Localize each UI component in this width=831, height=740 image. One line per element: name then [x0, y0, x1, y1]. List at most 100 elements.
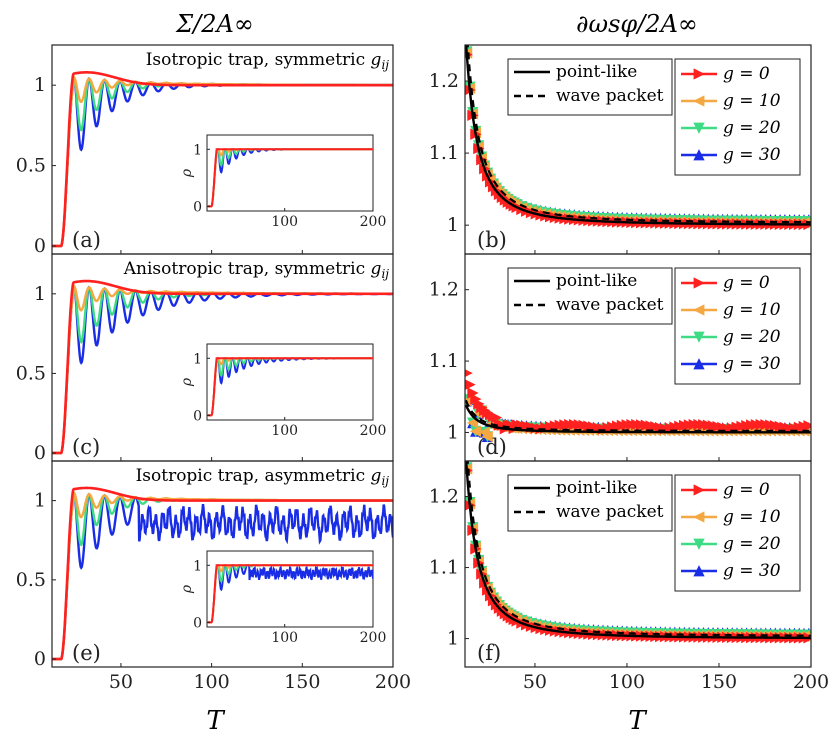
right-panel-0: 1 1.1 1.2 (b) point-like wave packet g = 0 g = … [429, 45, 811, 252]
marker-up [693, 565, 705, 577]
inset-series-3 [207, 564, 373, 624]
ytick-label: 0 [34, 442, 46, 464]
panel-label: (b) [477, 228, 507, 252]
series-line-g30 [52, 492, 393, 661]
marker-left [481, 430, 493, 443]
marker-right [490, 412, 503, 424]
column-title-right: ∂ωsφ/2A∞ [576, 10, 698, 38]
inset-series-0 [207, 564, 373, 624]
legend-g-label: g = 20 [723, 534, 781, 554]
annot-sub: ij [381, 267, 389, 281]
x-axis-label-right: T [628, 706, 647, 736]
marker-right [693, 68, 705, 80]
legend-g-label: g = 10 [723, 91, 781, 111]
marker-down [693, 538, 705, 550]
ytick-label: 1 [34, 74, 46, 96]
marker-right [693, 484, 705, 496]
right-2-xtick-label-50: 50 [523, 671, 547, 693]
panel-label: (d) [477, 435, 507, 459]
left-lines-2 [52, 486, 393, 661]
left-lines-0 [52, 71, 393, 248]
inset-ytick-label: 0 [193, 199, 202, 215]
inset-ytick-label: 1 [193, 351, 202, 367]
legend-models-box [507, 474, 673, 532]
ytick-label: 0 [34, 648, 46, 670]
ytick-label: 1 [34, 490, 46, 512]
inset-series-3 [207, 357, 373, 417]
left-frame-2 [51, 460, 394, 668]
annot-g: g [371, 466, 382, 486]
column-title-left: Σ/2A∞ [175, 10, 254, 38]
legend-models-box [507, 58, 673, 116]
marker-up [693, 358, 705, 370]
marker-down [693, 122, 705, 134]
inset-ytick-label: 0 [193, 408, 202, 424]
right-lines-2 [465, 461, 811, 644]
legend-model-label: wave packet [556, 86, 664, 106]
inset-lines [207, 148, 373, 208]
legend-model-label: point-like [556, 271, 637, 291]
marker-right [465, 369, 473, 377]
inset-lines [207, 357, 373, 417]
legend-model-label: point-like [556, 478, 637, 498]
inset-xtick-label: 100 [271, 214, 298, 230]
ytick-label: 1 [447, 421, 459, 443]
inset-xtick-label: 200 [360, 630, 387, 646]
ytick-label: 0.5 [16, 155, 46, 177]
inset-box [206, 343, 374, 421]
annot-sub: ij [381, 474, 389, 488]
legend-g-label: g = 0 [723, 480, 770, 500]
marker-right [465, 379, 476, 391]
inset-ylabel: ρ [179, 377, 195, 387]
left-panel-2: 0 0.5 1 Isotropic trap, asymmetric gij (e) 0 1… [16, 466, 393, 670]
left-2-xtick-label-150: 150 [284, 671, 320, 693]
ytick-label: 1 [447, 628, 459, 650]
marker-left [693, 95, 705, 107]
left-lines-1 [52, 279, 393, 455]
right-lines-1 [465, 369, 811, 443]
legend-g-label: g = 10 [723, 300, 781, 320]
legend-models-box [507, 267, 673, 325]
panel-label: (c) [72, 435, 100, 459]
right-2-xtick-label-150: 150 [701, 671, 737, 693]
point-like-line [465, 461, 811, 640]
right-panel-1: 1 1.1 1.2 (d) point-like wave packet g = 0 g = … [429, 267, 811, 459]
inset-box [206, 134, 374, 212]
inset-xtick-label: 100 [271, 630, 298, 646]
right-2-xtick-label-100: 100 [609, 671, 645, 693]
legend-model-label: point-like [556, 62, 637, 82]
legend-model-label: wave packet [556, 502, 664, 522]
inset-ylabel: ρ [179, 584, 195, 594]
ytick-label: 1.2 [429, 486, 459, 508]
x-axis-label-left: T [206, 706, 225, 736]
right-2-xtick-label-200: 200 [793, 671, 829, 693]
legend-g-label: g = 0 [723, 273, 770, 293]
legend-g-label: g = 30 [723, 145, 781, 165]
ytick-label: 1 [34, 283, 46, 305]
inset-box [206, 550, 374, 628]
legend-g-label: g = 10 [723, 507, 781, 527]
panel-label: (e) [72, 641, 101, 665]
point-like-line [465, 404, 811, 434]
marker-left [466, 417, 479, 429]
left-2-xtick-label-100: 100 [193, 671, 229, 693]
legend-g-label: g = 20 [723, 118, 781, 138]
panel-annotation: Anisotropic trap, symmetric gij [123, 259, 390, 281]
panel-label: (f) [477, 641, 501, 665]
ytick-label: 1.1 [429, 142, 459, 164]
point-like-line [465, 45, 811, 226]
left-panel-0: 0 0.5 1 Isotropic trap, symmetric gij (a) 0 1 1… [16, 50, 393, 257]
ytick-label: 0 [34, 235, 46, 257]
inset-lines [207, 564, 373, 624]
marker-up [693, 149, 705, 161]
series-line-g0 [52, 486, 393, 661]
series-line-g0 [52, 279, 393, 455]
panel-annotation: Isotropic trap, symmetric gij [146, 50, 390, 72]
inset-ytick-label: 1 [193, 142, 202, 158]
left-2-xtick-label-50: 50 [109, 671, 133, 693]
inset-xtick-label: 200 [360, 423, 387, 439]
legend-g-label: g = 30 [723, 354, 781, 374]
inset-ylabel: ρ [179, 168, 195, 178]
legend-g-label: g = 0 [723, 64, 770, 84]
marker-right [803, 420, 811, 432]
